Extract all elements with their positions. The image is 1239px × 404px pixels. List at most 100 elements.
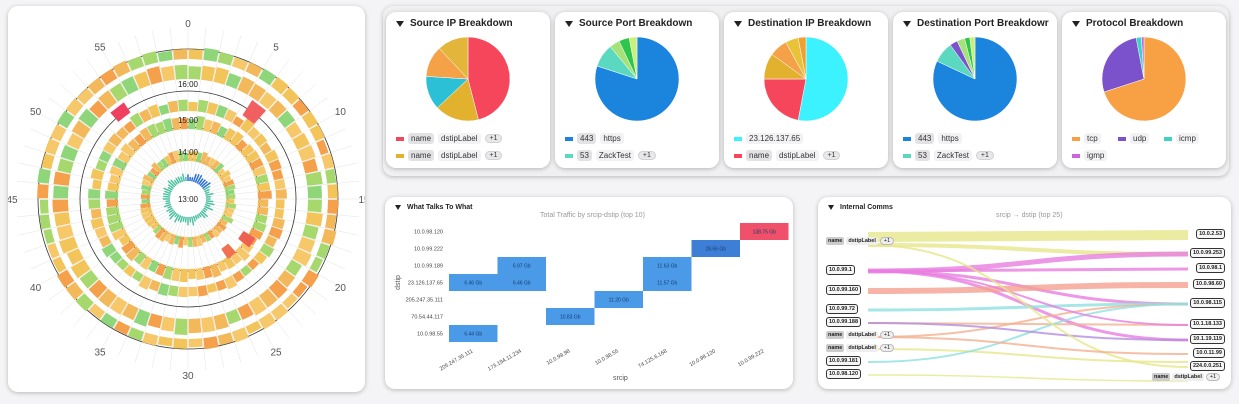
sankey-flow[interactable] xyxy=(867,303,1189,338)
inner-bar xyxy=(177,215,182,222)
ring-bar xyxy=(60,144,79,162)
heatmap-cell[interactable] xyxy=(449,274,498,291)
radial-gridline xyxy=(189,27,207,180)
pie-panel: Source IP Breakdown name dstipLabel +1 name d… xyxy=(386,12,550,168)
legend-more-badge[interactable]: +1 xyxy=(484,151,503,160)
legend-more-badge[interactable]: +1 xyxy=(975,151,994,160)
sankey-target-node[interactable]: 10.0.99.253 xyxy=(1189,248,1225,258)
sankey-flow[interactable] xyxy=(867,374,1189,382)
legend-item[interactable]: name dstipLabel +1 xyxy=(396,147,503,164)
sankey-label-group-node[interactable]: name dstipLabel +1 xyxy=(826,344,895,352)
ring-bar xyxy=(188,318,202,334)
legend-item[interactable]: 53 ZackTest +1 xyxy=(565,147,656,164)
legend-item[interactable]: 23.126.137.65 xyxy=(734,130,840,147)
sankey-target-node[interactable]: 224.0.0.251 xyxy=(1189,361,1225,371)
sankey-source-node[interactable]: 10.0.99.181 xyxy=(826,356,862,366)
heatmap-cell[interactable] xyxy=(497,257,547,274)
heatmap-cell-label: 11.63 Gb xyxy=(657,264,677,270)
sankey-source-node[interactable]: 10.0.98.120 xyxy=(826,369,862,379)
legend-item[interactable]: 443 https xyxy=(903,130,994,147)
ring-bar xyxy=(146,218,158,227)
sankey-target-node[interactable]: 10.0.98.60 xyxy=(1193,279,1225,289)
legend-item[interactable]: 443 https xyxy=(565,130,656,147)
filter-icon[interactable] xyxy=(1072,20,1080,27)
sankey-label-group-node[interactable]: name dstipLabel +1 xyxy=(1152,373,1221,381)
heatmap-cell[interactable] xyxy=(497,274,547,291)
inner-bar xyxy=(165,202,171,205)
legend-item[interactable]: udp xyxy=(1118,130,1164,147)
heatmap-cell[interactable] xyxy=(546,308,595,325)
ring-bar xyxy=(201,65,216,82)
filter-icon[interactable] xyxy=(565,20,573,27)
sankey-flow[interactable] xyxy=(867,336,1189,355)
sankey-flow[interactable] xyxy=(867,267,1189,273)
legend-item[interactable]: icmp xyxy=(1164,130,1224,147)
ring-bar xyxy=(252,165,267,178)
node-more-badge[interactable]: +1 xyxy=(1205,373,1221,381)
radial-gridline xyxy=(48,97,172,188)
filter-icon[interactable] xyxy=(396,20,404,27)
sankey-flow[interactable] xyxy=(867,230,1189,242)
heatmap-cell[interactable] xyxy=(643,257,692,274)
spike-bar xyxy=(110,102,131,122)
ring-bar xyxy=(109,174,122,185)
spike-bar xyxy=(242,100,267,124)
radial-gridline xyxy=(24,204,170,253)
heatmap-cell[interactable] xyxy=(740,223,789,240)
pie-chart[interactable] xyxy=(893,34,1057,134)
what-talks-to-what-title: What Talks To What xyxy=(395,204,472,211)
legend-item[interactable]: igmp xyxy=(1072,147,1118,164)
sankey-flow[interactable] xyxy=(867,244,1189,368)
sankey-target-node[interactable]: 10.0.98.115 xyxy=(1190,298,1225,308)
sankey-label-group-node[interactable]: name dstipLabel +1 xyxy=(826,331,895,339)
sankey-source-node[interactable]: 10.0.99.188 xyxy=(826,317,862,327)
node-more-badge[interactable]: +1 xyxy=(879,331,895,339)
filter-icon[interactable] xyxy=(903,20,911,27)
pie-chart[interactable] xyxy=(555,34,719,134)
legend-more-badge[interactable]: +1 xyxy=(637,151,656,160)
pie-chart[interactable] xyxy=(1062,34,1226,134)
ring-bar xyxy=(158,104,170,116)
sankey-flow[interactable] xyxy=(867,270,1189,326)
legend-more-badge[interactable]: +1 xyxy=(484,134,503,143)
ring-bar xyxy=(274,208,285,219)
sankey-source-node[interactable]: 10.0.99.1 xyxy=(826,265,855,275)
sankey-flow[interactable] xyxy=(867,322,1189,341)
legend-item[interactable]: name dstipLabel +1 xyxy=(396,130,503,147)
filter-icon[interactable] xyxy=(734,20,742,27)
heatmap-cell[interactable] xyxy=(643,274,692,291)
sankey-source-node[interactable]: 10.0.99.160 xyxy=(826,285,862,295)
ring-bar xyxy=(141,51,159,66)
inner-bar xyxy=(197,213,202,218)
sankey-target-node[interactable]: 10.0.98.1 xyxy=(1196,263,1225,273)
sankey-target-node[interactable]: 10.0.11.99 xyxy=(1193,348,1225,358)
sankey-source-node[interactable]: 10.0.99.72 xyxy=(826,304,858,314)
ring-bar xyxy=(43,228,55,245)
legend-item[interactable]: tcp xyxy=(1072,130,1118,147)
sankey-flow[interactable] xyxy=(867,282,1189,294)
filter-icon[interactable] xyxy=(828,205,834,210)
node-more-badge[interactable]: +1 xyxy=(879,344,895,352)
node-more-badge[interactable]: +1 xyxy=(879,237,895,245)
filter-icon[interactable] xyxy=(395,205,401,210)
legend-more-badge[interactable]: +1 xyxy=(822,151,841,160)
sankey-flow[interactable] xyxy=(867,303,1189,363)
heatmap-cell[interactable] xyxy=(594,291,644,308)
ring-bar xyxy=(224,184,236,191)
heatmap-cell[interactable] xyxy=(449,325,498,342)
sankey-target-node[interactable]: 10.1.19.119 xyxy=(1190,334,1225,344)
heatmap-cell[interactable] xyxy=(691,240,741,257)
pie-chart[interactable] xyxy=(386,34,550,134)
pie-panel: Source Port Breakdown 443 https 53 ZackTest +… xyxy=(555,12,719,168)
node-key: name xyxy=(826,331,845,339)
legend-item[interactable]: 53 ZackTest +1 xyxy=(903,147,994,164)
hour-ring xyxy=(79,90,297,308)
sankey-label-group-node[interactable]: name dstipLabel +1 xyxy=(826,237,895,245)
sankey-target-node[interactable]: 10.0.2.53 xyxy=(1196,229,1225,239)
sankey-target-node[interactable]: 10.1.18.133 xyxy=(1189,319,1225,329)
radial-gridline xyxy=(60,212,174,315)
ring-bar xyxy=(178,99,188,112)
legend-item[interactable]: name dstipLabel +1 xyxy=(734,147,841,164)
radial-gridline xyxy=(134,35,183,181)
pie-chart[interactable] xyxy=(724,34,888,134)
